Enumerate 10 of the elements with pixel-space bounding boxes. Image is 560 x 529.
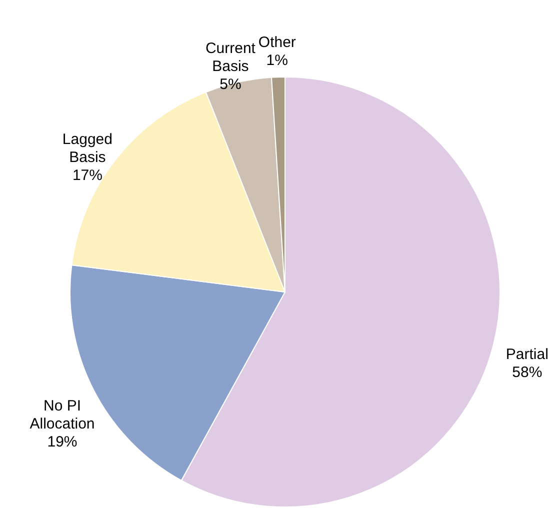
data-label: 17% [72, 166, 102, 184]
slice-label: Other [258, 34, 296, 52]
slice-label: Current Basis [205, 40, 256, 76]
data-label: 19% [47, 434, 78, 450]
data-label: 5% [220, 76, 242, 94]
slice-label: Partial [506, 346, 548, 364]
data-label: 1% [266, 52, 288, 70]
slice-label: Lagged Basis [62, 130, 112, 166]
slice-label: No PI Allocation [30, 398, 95, 432]
data-label: 58% [512, 364, 542, 382]
